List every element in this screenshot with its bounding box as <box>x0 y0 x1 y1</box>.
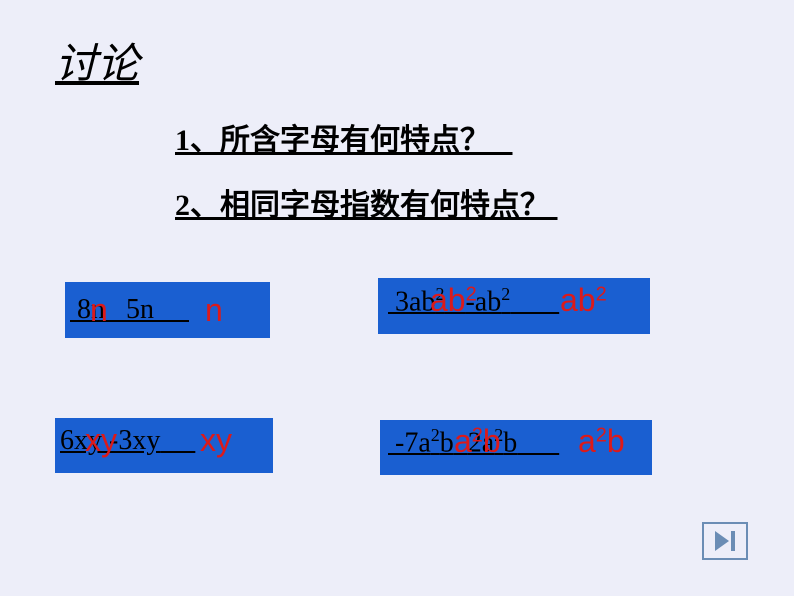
play-forward-icon <box>701 521 749 561</box>
expr-3-red-a: xy <box>85 422 117 459</box>
discussion-title: 讨论 <box>55 30 139 91</box>
expr-3: 6xy -3xy <box>60 425 195 457</box>
expr-4-red-a: a2b <box>454 423 501 460</box>
expr-1: 8n 5n <box>70 294 189 326</box>
expr-4-a: -7a <box>395 427 431 458</box>
expr-3-red-b: xy <box>200 422 232 459</box>
next-button[interactable] <box>701 521 749 566</box>
question-2-text: 2、相同字母指数有何特点？ <box>175 189 550 222</box>
expr-1-red-a: n <box>90 292 108 329</box>
expr-1-red-b: n <box>205 292 223 329</box>
question-1: 1、所含字母有何特点？ <box>175 115 513 159</box>
expr-4-red-b: a2b <box>578 423 625 460</box>
expr-2-red-a: ab2 <box>430 282 477 319</box>
expr-1-b: 5n <box>126 294 154 325</box>
question-1-text: 1、所含字母有何特点？ <box>175 124 490 157</box>
question-2: 2、相同字母指数有何特点？ <box>175 180 558 224</box>
expr-2-red-b: ab2 <box>560 282 607 319</box>
